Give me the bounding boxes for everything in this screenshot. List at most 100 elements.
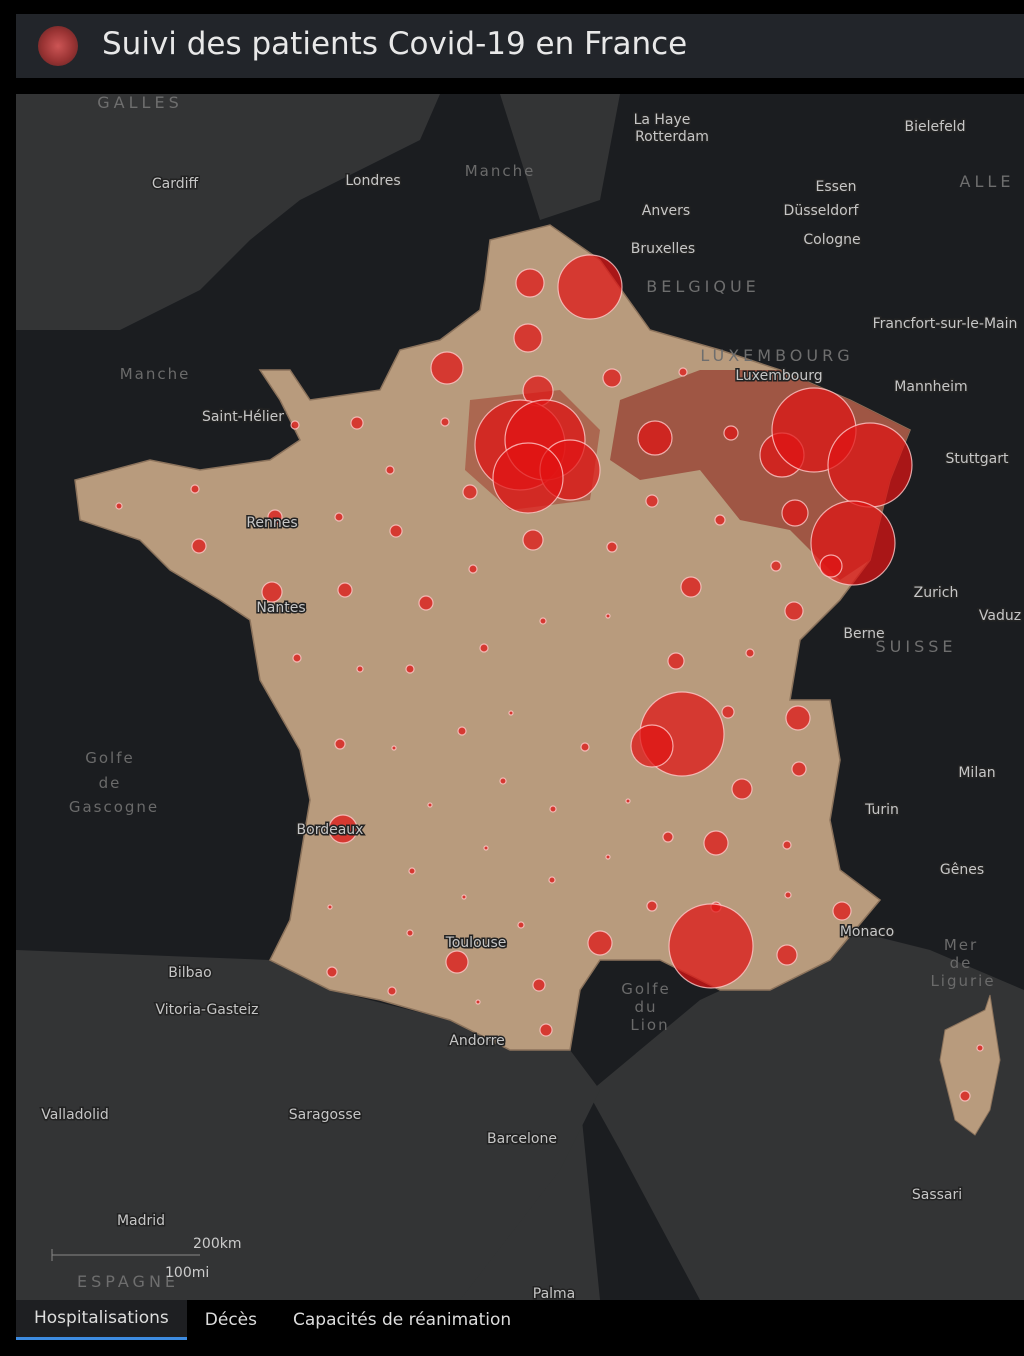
case-circle — [406, 929, 414, 937]
case-circle — [605, 613, 611, 619]
case-circle — [517, 921, 525, 929]
map-label: Vitoria-Gasteiz — [155, 1002, 258, 1018]
map-label: Bruxelles — [631, 241, 695, 257]
case-circle — [290, 420, 300, 430]
case-circle — [292, 653, 302, 663]
case-circle — [646, 900, 658, 912]
map-label: Nantes — [256, 600, 305, 616]
case-circle — [468, 564, 478, 574]
map-label: Saragosse — [289, 1107, 361, 1123]
case-circle — [557, 254, 623, 320]
case-circle — [770, 560, 782, 572]
case-circle — [267, 509, 283, 525]
map-label: Manche — [120, 365, 191, 383]
case-circle — [721, 705, 735, 719]
case-circle — [337, 582, 353, 598]
map-label: Turin — [864, 802, 899, 818]
corsica — [939, 994, 1001, 1136]
case-circle — [461, 894, 467, 900]
map-label: Gascogne — [69, 798, 159, 816]
map-label: ESPAGNE — [77, 1272, 179, 1291]
map-label: Manche — [465, 162, 536, 180]
map-label: Berne — [843, 626, 884, 642]
scale-bar: 200km 100mi — [51, 1236, 241, 1281]
map-label: Rennes — [246, 515, 297, 531]
labels: GALLES Cardiff Londres Manche La HayeRotterd… — [40, 94, 1023, 1300]
case-circle — [334, 738, 346, 750]
circles — [115, 254, 984, 1102]
case-circle — [703, 830, 729, 856]
case-circle — [731, 778, 753, 800]
map-label: Cardiff — [152, 176, 199, 192]
case-circle — [784, 891, 792, 899]
map-label: ALLE — [960, 172, 1015, 191]
case-circle — [832, 901, 852, 921]
map-label: Cologne — [803, 232, 860, 248]
case-circle — [539, 1023, 553, 1037]
case-circle — [630, 724, 674, 768]
case-circle — [827, 422, 913, 508]
map-label: SUISSE — [875, 637, 956, 656]
map-label: Anvers — [642, 203, 690, 219]
map-label: Lion — [630, 1016, 669, 1034]
map-label: Luxembourg — [735, 368, 822, 384]
map-label: Toulouse — [445, 935, 507, 951]
case-circle — [668, 903, 754, 989]
case-circle — [499, 777, 507, 785]
case-circle — [508, 710, 514, 716]
map-label: Golfe — [621, 980, 670, 998]
map-label: Mer — [944, 936, 978, 954]
case-circle — [819, 554, 843, 578]
virus-icon — [38, 26, 78, 66]
case-circle — [334, 512, 344, 522]
case-circle — [714, 514, 726, 526]
case-circle — [745, 648, 755, 658]
case-circle — [637, 420, 673, 456]
map-label: du — [634, 998, 657, 1016]
case-circle — [513, 323, 543, 353]
case-circle — [190, 484, 200, 494]
map: GALLES Cardiff Londres Manche La HayeRotterd… — [16, 94, 1024, 1300]
case-circle — [483, 845, 489, 851]
map-label: Francfort-sur-le-Main — [873, 316, 1018, 332]
tabs: Hospitalisations Décès Capacités de réanim… — [16, 1300, 1024, 1340]
case-circle — [387, 986, 397, 996]
map-label: BELGIQUE — [646, 277, 760, 296]
map-label: Milan — [958, 765, 995, 781]
map-label: Saint-Hélier — [202, 409, 284, 425]
case-circle — [430, 351, 464, 385]
case-circle — [784, 601, 804, 621]
map-label: Sassari — [912, 1187, 962, 1203]
tab[interactable]: Capacités de réanimation — [293, 1310, 512, 1330]
case-circle — [115, 502, 123, 510]
case-circle — [326, 966, 338, 978]
map-label: Zurich — [914, 585, 959, 601]
case-circle — [475, 999, 481, 1005]
map-label: Londres — [345, 173, 400, 189]
case-circle — [791, 761, 807, 777]
spain — [16, 950, 600, 1300]
case-circle — [606, 541, 618, 553]
case-circle — [405, 664, 415, 674]
case-circle — [680, 576, 702, 598]
case-circle — [522, 529, 544, 551]
map-label: Bielefeld — [905, 119, 966, 135]
map-label: de — [950, 954, 973, 972]
case-circle — [776, 944, 798, 966]
scale-metric: 200km — [193, 1236, 241, 1252]
case-circle — [445, 950, 469, 974]
map-label: La Haye — [634, 112, 691, 128]
case-circle — [539, 617, 547, 625]
map-label: Valladolid — [41, 1107, 109, 1123]
map-label: Palma — [533, 1286, 576, 1300]
case-circle — [385, 465, 395, 475]
tab[interactable]: Hospitalisations — [16, 1300, 187, 1340]
case-circle — [959, 1090, 971, 1102]
map-label: Rotterdam — [635, 129, 709, 145]
tab[interactable]: Décès — [204, 1310, 257, 1330]
case-circle — [492, 442, 564, 514]
case-circle — [327, 904, 333, 910]
header: Suivi des patients Covid-19 en France — [16, 14, 1024, 78]
map-label: Ligurie — [930, 972, 995, 990]
